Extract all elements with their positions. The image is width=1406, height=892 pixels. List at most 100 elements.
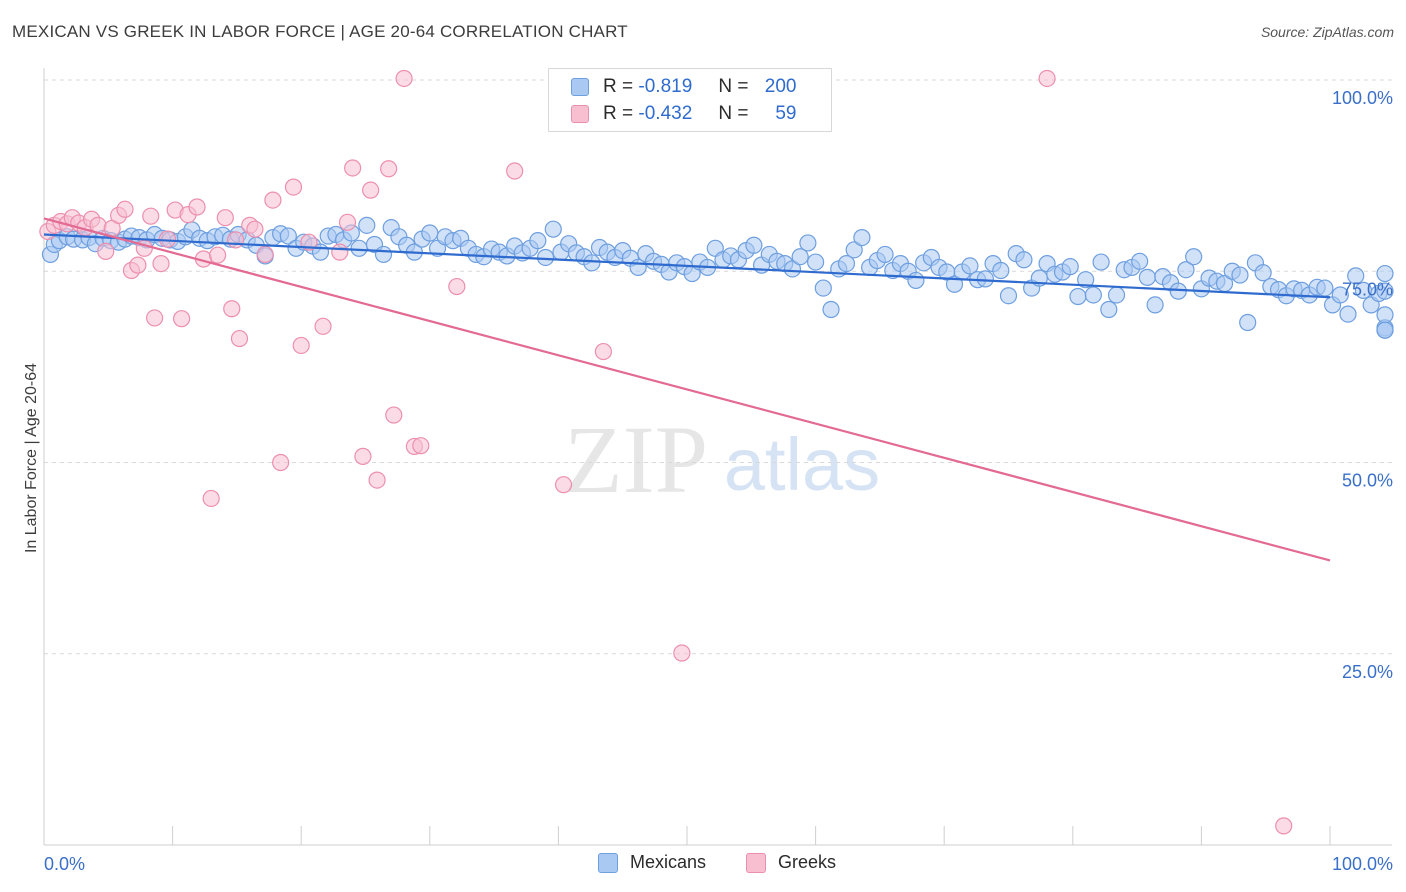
- mexicans-point: [536, 248, 555, 267]
- mexicans-n-value: 200: [764, 76, 797, 97]
- mexicans-point: [1185, 248, 1203, 266]
- stats-row-mexicans: R = -0.819 N = 200: [571, 74, 797, 100]
- x-tick-label: 100.0%: [1332, 854, 1393, 874]
- legend-item-greeks[interactable]: Greeks: [746, 852, 836, 873]
- mexicans-point: [1316, 279, 1334, 297]
- mexicans-point: [822, 300, 840, 319]
- mexicans-point: [1376, 306, 1394, 324]
- watermark-atlas: atlas: [724, 423, 880, 506]
- greeks-point: [368, 471, 386, 489]
- mexicans-swatch-icon: [571, 78, 589, 96]
- watermark-zip: ZIP: [564, 406, 708, 513]
- greeks-point: [354, 447, 372, 465]
- mexicans-point: [1239, 313, 1257, 332]
- gridlines: [44, 79, 1392, 655]
- mexicans-point: [783, 260, 802, 278]
- greeks-point: [209, 246, 227, 264]
- greeks-point: [246, 220, 264, 238]
- mexicans-point: [350, 239, 368, 257]
- greeks-trend-line: [43, 217, 1331, 562]
- greeks-point: [331, 243, 349, 261]
- mexicans-point: [1084, 286, 1102, 304]
- stats-row-greeks: R = -0.432 N = 59: [571, 101, 797, 127]
- mexicans-point: [1069, 287, 1087, 306]
- greeks-point: [129, 256, 147, 274]
- mexicans-point: [1146, 296, 1164, 314]
- legend-item-mexicans[interactable]: Mexicans: [598, 852, 706, 873]
- mexicans-point: [1092, 253, 1110, 271]
- mexicans-point: [1331, 286, 1349, 304]
- y-tick-label: 75.0%: [1342, 279, 1393, 299]
- greeks-point: [264, 191, 282, 209]
- series-mexicans: [41, 216, 1394, 339]
- greeks-point: [448, 277, 466, 296]
- mexicans-point: [1347, 267, 1365, 285]
- mexicans-point: [876, 245, 894, 264]
- greeks-point: [272, 453, 290, 472]
- mexicans-point: [1376, 264, 1394, 283]
- mexicans-point: [1061, 258, 1079, 276]
- watermark: ZIP atlas: [564, 406, 880, 513]
- greeks-point: [158, 230, 177, 248]
- mexicans-point: [845, 241, 863, 259]
- mexicans-point: [999, 287, 1018, 305]
- greeks-point: [554, 476, 573, 494]
- mexicans-point: [745, 236, 763, 254]
- mexicans-point: [853, 228, 871, 247]
- greeks-point: [216, 209, 234, 227]
- greeks-point: [188, 198, 206, 216]
- greeks-point: [506, 162, 524, 180]
- greeks-n-value: 59: [775, 103, 797, 124]
- greeks-point: [142, 207, 160, 225]
- greeks-point: [97, 242, 115, 260]
- mexicans-point: [1177, 261, 1195, 279]
- mexicans-point: [1131, 252, 1149, 270]
- greeks-point: [145, 309, 164, 327]
- greeks-point: [1038, 69, 1056, 88]
- r-label: R =: [603, 76, 634, 97]
- y-tick-label: 25.0%: [1342, 662, 1393, 682]
- source-credit: Source: ZipAtlas.com: [1260, 24, 1394, 40]
- greeks-point: [395, 69, 413, 88]
- mexicans-trend-line: [43, 233, 1331, 299]
- mexicans-point: [799, 234, 817, 252]
- stats-legend: R = -0.819 N = 200 R = -0.432 N = 59: [548, 68, 832, 132]
- greeks-point: [292, 336, 310, 355]
- greeks-point: [227, 231, 245, 249]
- mexicans-point: [791, 248, 809, 266]
- greeks-point: [202, 489, 220, 508]
- greeks-point: [594, 342, 613, 361]
- mexicans-point: [279, 227, 297, 245]
- tick-labels: 25.0% 50.0% 75.0% 100.0% 0.0% 100.0%: [44, 88, 1393, 874]
- legend-label-greeks: Greeks: [778, 852, 837, 872]
- mexicans-point: [961, 257, 979, 275]
- greeks-point: [673, 644, 691, 662]
- greeks-point: [223, 300, 241, 318]
- mexicans-point: [583, 254, 601, 272]
- mexicans-point: [992, 261, 1010, 280]
- greeks-point: [344, 159, 362, 177]
- greeks-legend-swatch-icon: [746, 852, 766, 873]
- series-greeks: [39, 69, 1293, 835]
- greeks-point: [1275, 817, 1293, 835]
- mexicans-point: [1077, 271, 1095, 289]
- mexicans-point: [945, 275, 964, 293]
- mexicans-point: [1339, 305, 1357, 323]
- mexicans-point: [358, 216, 376, 234]
- greeks-swatch-icon: [571, 105, 589, 123]
- mexicans-point: [907, 271, 925, 290]
- greeks-point: [284, 178, 303, 196]
- mexicans-r-value: -0.819: [638, 76, 693, 97]
- y-tick-label: 100.0%: [1332, 88, 1393, 108]
- greeks-r-value: -0.432: [638, 103, 693, 124]
- greeks-point: [380, 160, 398, 178]
- mexicans-point: [544, 220, 562, 238]
- greeks-point: [338, 213, 357, 231]
- mexicans-legend-swatch-icon: [598, 852, 618, 873]
- greeks-point: [412, 437, 430, 455]
- axes: [43, 68, 1392, 846]
- mexicans-point: [1231, 266, 1249, 284]
- series-legend: Mexicans Greeks: [0, 852, 1406, 878]
- r-label: R =: [603, 103, 634, 124]
